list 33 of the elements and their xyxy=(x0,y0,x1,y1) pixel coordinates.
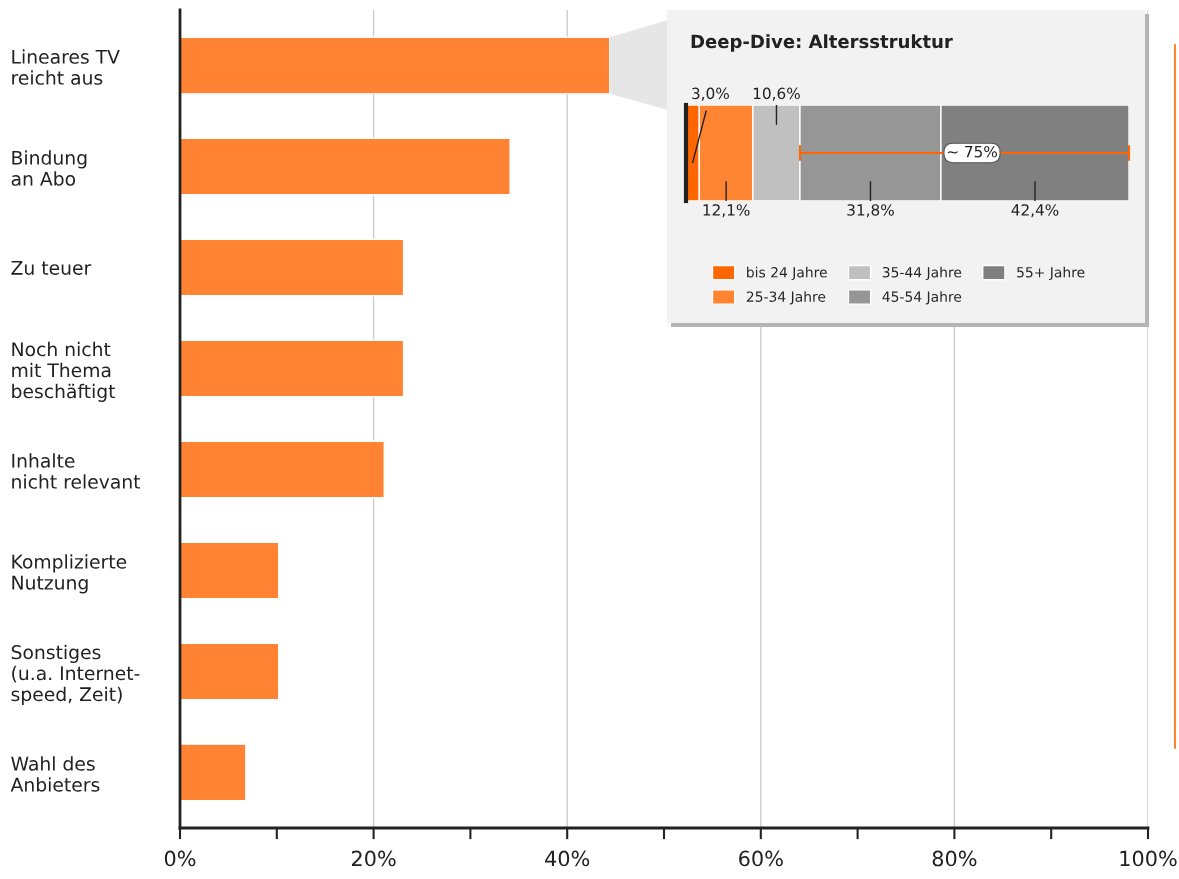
y-tick-label: Inhalte nicht relevant xyxy=(12,453,141,489)
data-label: 42,4% xyxy=(1011,204,1059,218)
legend-label: 55+ Jahre xyxy=(1017,266,1085,281)
legend-label: 25-34 Jahre xyxy=(746,291,826,305)
legend-label: 45-54 Jahre xyxy=(882,291,962,305)
legend-label: 35-44 Jahre xyxy=(882,266,962,281)
bar xyxy=(180,541,280,600)
x-tick-label: 20% xyxy=(351,850,396,867)
bar xyxy=(180,137,511,196)
y-tick-label: Bindung an Abo xyxy=(11,150,87,186)
x-tick-label: 60% xyxy=(739,850,783,867)
y-tick-label: Noch nicht mit Thema beschäftigt xyxy=(12,341,116,402)
y-tick-label: Wahl des Anbieters xyxy=(10,756,100,792)
chart-title: Deep-Dive: Altersstruktur xyxy=(691,34,953,52)
bar xyxy=(180,238,405,297)
data-label: 12,1% xyxy=(703,204,750,218)
y-tick-label: Sonstiges (u.a. Internet- speed, Zeit) xyxy=(11,644,140,705)
data-label: 10,6% xyxy=(753,87,800,101)
x-tick-label: 0% xyxy=(164,850,196,867)
bar xyxy=(180,743,247,802)
legend-label: bis 24 Jahre xyxy=(747,266,827,281)
bar xyxy=(180,440,385,499)
y-tick-label: Lineares TV reicht aus xyxy=(12,49,120,85)
y-tick-label: Zu teuer xyxy=(11,260,92,275)
x-tick-label: 100% xyxy=(1120,850,1177,867)
x-tick-label: 80% xyxy=(932,850,977,867)
bar xyxy=(180,642,280,701)
annotation: ~ 75% xyxy=(947,145,997,158)
bar xyxy=(180,339,405,398)
data-label: 31,8% xyxy=(847,204,894,218)
data-label: 3,0% xyxy=(692,87,729,101)
y-tick-label: Komplizierte Nutzung xyxy=(12,554,127,594)
x-tick-label: 40% xyxy=(545,850,590,867)
